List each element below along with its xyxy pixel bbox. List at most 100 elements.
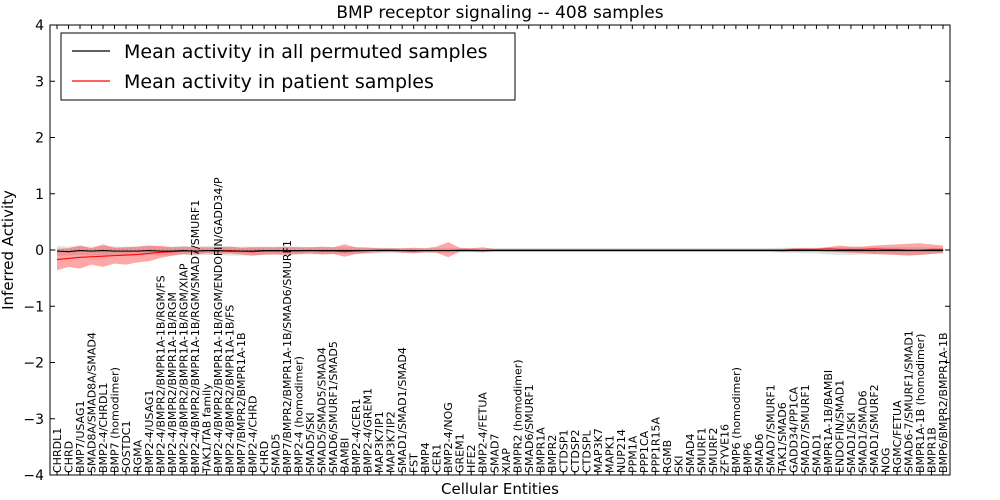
- x-tick-label: BMP2-4/NOG: [442, 402, 455, 473]
- y-tick-label: 4: [35, 18, 44, 34]
- x-tick-label: PPP1CA: [638, 430, 651, 473]
- x-tick-label: SMURF2: [707, 428, 720, 474]
- x-tick-label: BMP2-4/CER1: [350, 398, 363, 473]
- x-axis: CHRDL1CHRDBMP7/USAG1SMAD8A/SMAD8A/SMAD4B…: [51, 25, 950, 475]
- x-tick-label: CER1: [431, 444, 444, 473]
- x-tick-label: ENDOFIN/SMAD1: [833, 380, 846, 473]
- legend-label-patient: Mean activity in patient samples: [124, 71, 434, 93]
- x-tick-label: PPP1R15A: [649, 416, 662, 473]
- x-tick-label: CTDSP1: [557, 430, 570, 473]
- x-tick-label: NUP214: [615, 429, 628, 473]
- y-tick-label: −2: [23, 356, 44, 372]
- x-tick-label: BMP2-4/USAG1: [143, 390, 156, 473]
- x-tick-label: BMPR1A-1B/BAMBI: [822, 370, 835, 473]
- x-tick-label: BMP7/USAG1: [74, 401, 87, 473]
- x-tick-label: SMAD1/SMAD1/SMAD4: [396, 347, 409, 473]
- x-tick-label: HFE2: [465, 444, 478, 473]
- x-tick-label: SOSTDC1: [120, 421, 133, 474]
- x-tick-label: SMAD7/SMURF1: [764, 384, 777, 473]
- legend-label-permuted: Mean activity in all permuted samples: [124, 41, 487, 63]
- x-tick-label: BMP2-4/BMPR2/BMPR1A-1B/RGM/FS: [155, 275, 168, 473]
- x-tick-label: BMP6: [741, 442, 754, 473]
- x-tick-label: BMP2-4/CHRDL1: [97, 382, 110, 473]
- x-tick-label: SMAD6/SMURF1/SMAD5: [327, 341, 340, 473]
- x-tick-label: BMP2-4/CHRD: [247, 396, 260, 473]
- x-tick-label: BMPR1A-1B (homodimer): [914, 334, 927, 473]
- x-tick-label: SKI: [672, 456, 685, 473]
- x-tick-label: SMAD5/SKI: [304, 412, 317, 473]
- x-tick-label: RGMB: [661, 440, 674, 473]
- legend-box: [60, 32, 516, 101]
- y-tick-label: −1: [23, 299, 44, 315]
- x-tick-label: SMAD6/SMURF1: [523, 384, 536, 473]
- y-tick-label: 1: [35, 187, 44, 203]
- x-tick-label: PPM1A: [626, 435, 639, 473]
- x-tick-label: CHRD: [258, 441, 271, 473]
- x-tick-label: ZFYVE16: [718, 424, 731, 473]
- x-tick-label: BMP7 (homodimer): [109, 367, 122, 473]
- y-tick-label: 0: [35, 243, 44, 259]
- x-tick-label: MAP3K7IP1: [373, 411, 386, 473]
- x-tick-label: BMPR1A: [534, 427, 547, 473]
- x-tick-label: XIAP: [500, 448, 513, 473]
- x-tick-label: SMAD4: [684, 434, 697, 473]
- x-tick-label: BMP2-4 (homodimer): [293, 356, 306, 473]
- x-tick-label: SMAD1/SKI: [845, 412, 858, 473]
- x-tick-label: SMAD1/SMURF2: [868, 384, 881, 473]
- x-tick-label: BMP2-4/BMPR2/BMPR1A-1B/RGM/SMAD7/SMURF1: [189, 200, 202, 473]
- x-tick-label: BMP7/BMPR2/BMPR1A-1B/SMAD6/SMURF1: [281, 240, 294, 473]
- x-tick-label: TAK1/SMAD6: [776, 402, 789, 474]
- x-tick-label: BMP7/BMPR2/BMPR1A-1B: [235, 332, 248, 473]
- x-tick-label: CTDSP2: [569, 430, 582, 473]
- y-tick-label: −4: [23, 468, 44, 484]
- y-axis-label: Inferred Activity: [0, 190, 17, 310]
- y-axis: −4 −3 −2 −1 0 1 2 3 4: [23, 18, 950, 484]
- x-tick-label: SMAD6-7/SMURF1/SMAD1: [902, 330, 915, 473]
- chart-title: BMP receptor signaling -- 408 samples: [336, 3, 663, 23]
- x-tick-label: SMAD5: [270, 434, 283, 473]
- x-tick-label: MAP3K7IP2: [385, 411, 398, 473]
- x-tick-label: SMAD7/SMURF1: [799, 384, 812, 473]
- x-tick-label: SMAD7: [488, 434, 501, 473]
- x-tick-label: BMP2-4/GREM1: [362, 388, 375, 473]
- x-tick-label: BMP2-4/BMPR2/BMPR1A-1B/RGM/ENDOFIN/GADD3…: [212, 177, 225, 473]
- series-line-permuted: [56, 250, 943, 253]
- x-axis-label: Cellular Entities: [441, 480, 559, 498]
- y-tick-label: 3: [35, 74, 44, 90]
- x-tick-label: SMAD1: [810, 434, 823, 473]
- x-tick-label: BAMBI: [339, 438, 352, 473]
- x-tick-label: BMPR1B: [925, 427, 938, 473]
- x-tick-label: CHRD: [63, 441, 76, 473]
- x-tick-label: MAP3K7: [592, 428, 605, 473]
- plot-lines: [50, 248, 950, 261]
- x-tick-label: BMPR2 (homodimer): [511, 359, 524, 473]
- y-tick-label: −3: [23, 412, 44, 428]
- x-tick-label: BMP2-4/BMPR2/BMPR1A-1B/RGM: [166, 292, 179, 473]
- x-tick-label: BMP6 (homodimer): [730, 367, 743, 473]
- x-tick-label: MAPK1: [603, 435, 616, 473]
- x-tick-label: BMP6/BMPR2/BMPR1A-1B: [937, 332, 950, 473]
- x-tick-label: NOG: [879, 448, 892, 473]
- x-tick-label: CHRDL1: [51, 428, 64, 473]
- x-tick-label: GREM1: [454, 433, 467, 473]
- x-tick-label: BMP2-4/BMPR2/BMPR1A-1B/RGM/XIAP: [178, 263, 191, 473]
- x-tick-label: BMPR2: [546, 435, 559, 473]
- x-tick-label: RGMC/FETUA: [891, 400, 904, 473]
- x-tick-label: SMAD5/SMAD5/SMAD4: [316, 347, 329, 473]
- x-tick-label: SMAD1/SMAD6: [856, 390, 869, 473]
- x-tick-label: FST: [408, 453, 421, 473]
- x-tick-label: BMP4: [419, 442, 432, 473]
- x-tick-label: TAK1/TAB family: [201, 383, 214, 474]
- x-tick-label: SMAD8A/SMAD8A/SMAD4: [86, 332, 99, 473]
- series-band-patient: [57, 242, 943, 271]
- x-tick-label: GADD34/PP1CA: [787, 386, 800, 473]
- x-tick-label: SMAD6: [753, 434, 766, 473]
- x-tick-label: BMP2-4/FETUA: [477, 392, 490, 473]
- y-tick-label: 2: [35, 131, 44, 147]
- x-tick-label: RGMA: [132, 439, 145, 473]
- legend: Mean activity in all permuted samples Me…: [60, 32, 516, 101]
- x-tick-label: BMP2-4/BMPR2/BMPR1A-1B/FS: [224, 305, 237, 473]
- x-tick-label: SMURF1: [695, 428, 708, 474]
- x-tick-label: CTDSPL: [580, 430, 593, 473]
